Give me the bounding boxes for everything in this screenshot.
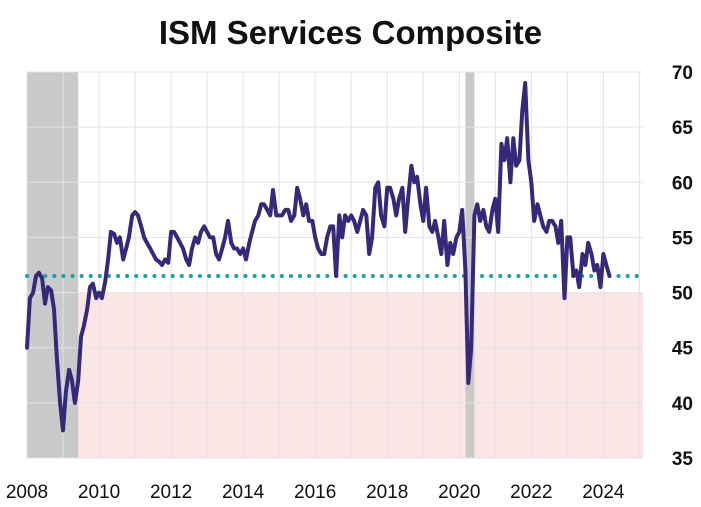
recession-band-0 (27, 72, 79, 458)
recession-shading (27, 72, 475, 458)
y-tick-label: 55 (672, 228, 694, 249)
y-tick-labels: 70 65 60 55 50 45 40 35 (672, 63, 694, 470)
x-tick-label: 2020 (438, 482, 480, 503)
x-tick-label: 2024 (582, 482, 625, 503)
y-tick-label: 65 (672, 118, 694, 139)
x-tick-label: 2012 (150, 482, 192, 503)
y-tick-label: 70 (672, 63, 693, 84)
x-tick-label: 2022 (510, 482, 552, 503)
y-tick-label: 35 (672, 449, 694, 470)
recession-band-1 (465, 72, 475, 458)
x-tick-label: 2014 (222, 482, 265, 503)
x-tick-label: 2010 (78, 482, 120, 503)
x-tick-label: 2008 (6, 482, 48, 503)
y-tick-label: 45 (672, 339, 694, 360)
y-tick-label: 60 (672, 173, 693, 194)
x-tick-label: 2018 (366, 482, 408, 503)
x-tick-labels: 2008 2010 2012 2014 2016 2018 2020 2022 2024 (6, 482, 625, 503)
chart-title: ISM Services Composite (158, 14, 543, 51)
series-line (25, 81, 612, 433)
below-threshold-band (27, 292, 643, 458)
y-tick-label: 40 (672, 394, 693, 415)
x-tick-label: 2016 (294, 482, 336, 503)
y-tick-label: 50 (672, 284, 693, 305)
